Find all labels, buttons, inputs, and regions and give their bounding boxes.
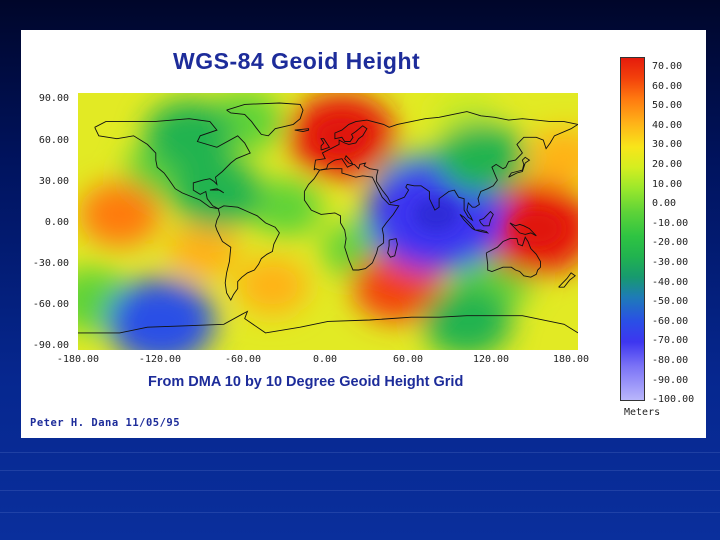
geoid-field [78,93,578,350]
coastline [478,210,494,227]
color-scale-label: 50.00 [652,100,683,112]
coastline [294,128,310,132]
geoid-map [78,93,578,350]
geoid-high [527,128,578,187]
figure-subtitle: From DMA 10 by 10 Degree Geoid Height Gr… [148,374,464,390]
color-scale-label: 10.00 [652,178,683,190]
coastline [215,205,280,301]
lon-tick-label: -120.00 [138,354,182,365]
coastline [320,138,331,151]
lon-tick-label: -180.00 [56,354,100,365]
background-stripe [0,452,720,453]
coastline [485,236,541,278]
color-scale-label: -50.00 [652,296,689,308]
lon-tick-label: 120.00 [472,354,510,365]
geoid-figure: WGS-84 Geoid Height 90.00 60.00 30.00 0. [21,30,706,438]
geoid-high-core [315,117,368,154]
lon-tick-label: 60.00 [392,354,424,365]
geoid-field-detail [315,117,563,247]
color-scale-label: -10.00 [652,217,689,229]
color-scale-label: -30.00 [652,257,689,268]
coastline [508,156,531,178]
geoid-low [421,285,512,350]
color-scale-label: -70.00 [652,335,689,347]
color-scale-label: -60.00 [652,315,689,327]
lon-tick-label: 180.00 [552,354,590,365]
coastline [209,188,225,194]
units-label: Meters [624,407,661,418]
geoid-map-svg [78,93,578,350]
color-scale-label: -20.00 [652,237,689,249]
geoid-low [435,121,526,194]
lat-tick-label: 90.00 [38,93,69,104]
coastline [226,102,304,137]
color-scale-label: 20.00 [652,159,683,170]
lat-tick-label: 0.00 [44,217,69,228]
lon-tick-label: -60.00 [224,354,262,365]
lat-tick-label: -60.00 [32,299,69,310]
coastline [94,118,251,210]
color-scale-label: 40.00 [652,119,683,131]
color-scale-label: -80.00 [652,355,689,366]
coastline [313,111,578,222]
lon-tick-label: 0.00 [312,354,338,365]
figure-title: WGS-84 Geoid Height [173,48,421,74]
geoid-low [107,278,216,350]
geoid-high [236,256,309,315]
geoid-high [166,221,240,280]
color-scale-label: -100.00 [652,394,695,406]
coastline [475,229,490,234]
coastlines [78,102,578,334]
color-scale-label: 70.00 [652,61,683,72]
background-stripe [0,490,720,491]
lat-tick-label: -30.00 [32,258,69,269]
coastline [459,214,476,231]
geoid-low [171,156,262,229]
geoid-high [79,181,161,247]
color-scale-label: -40.00 [652,276,689,288]
color-scale-label: 60.00 [652,80,683,92]
color-scale-label: 30.00 [652,139,683,151]
coastline [303,168,400,271]
coastline [558,272,576,288]
background-stripe [0,470,720,471]
coastline [387,238,398,258]
color-scale-label: -90.00 [652,374,689,386]
coastline [509,222,537,237]
background-stripe [0,512,720,513]
lat-tick-label: 30.00 [38,176,69,187]
lat-tick-label: -90.00 [32,340,69,351]
geoid-high-core [510,210,563,247]
author-credit: Peter H. Dana 11/05/95 [30,417,181,429]
color-scale-bar [620,57,645,401]
coastline [78,310,578,334]
geoid-low [144,99,235,172]
color-scale-label: 0.00 [652,198,677,210]
lat-tick-label: 60.00 [38,135,69,146]
geoid-low-core [414,197,459,232]
